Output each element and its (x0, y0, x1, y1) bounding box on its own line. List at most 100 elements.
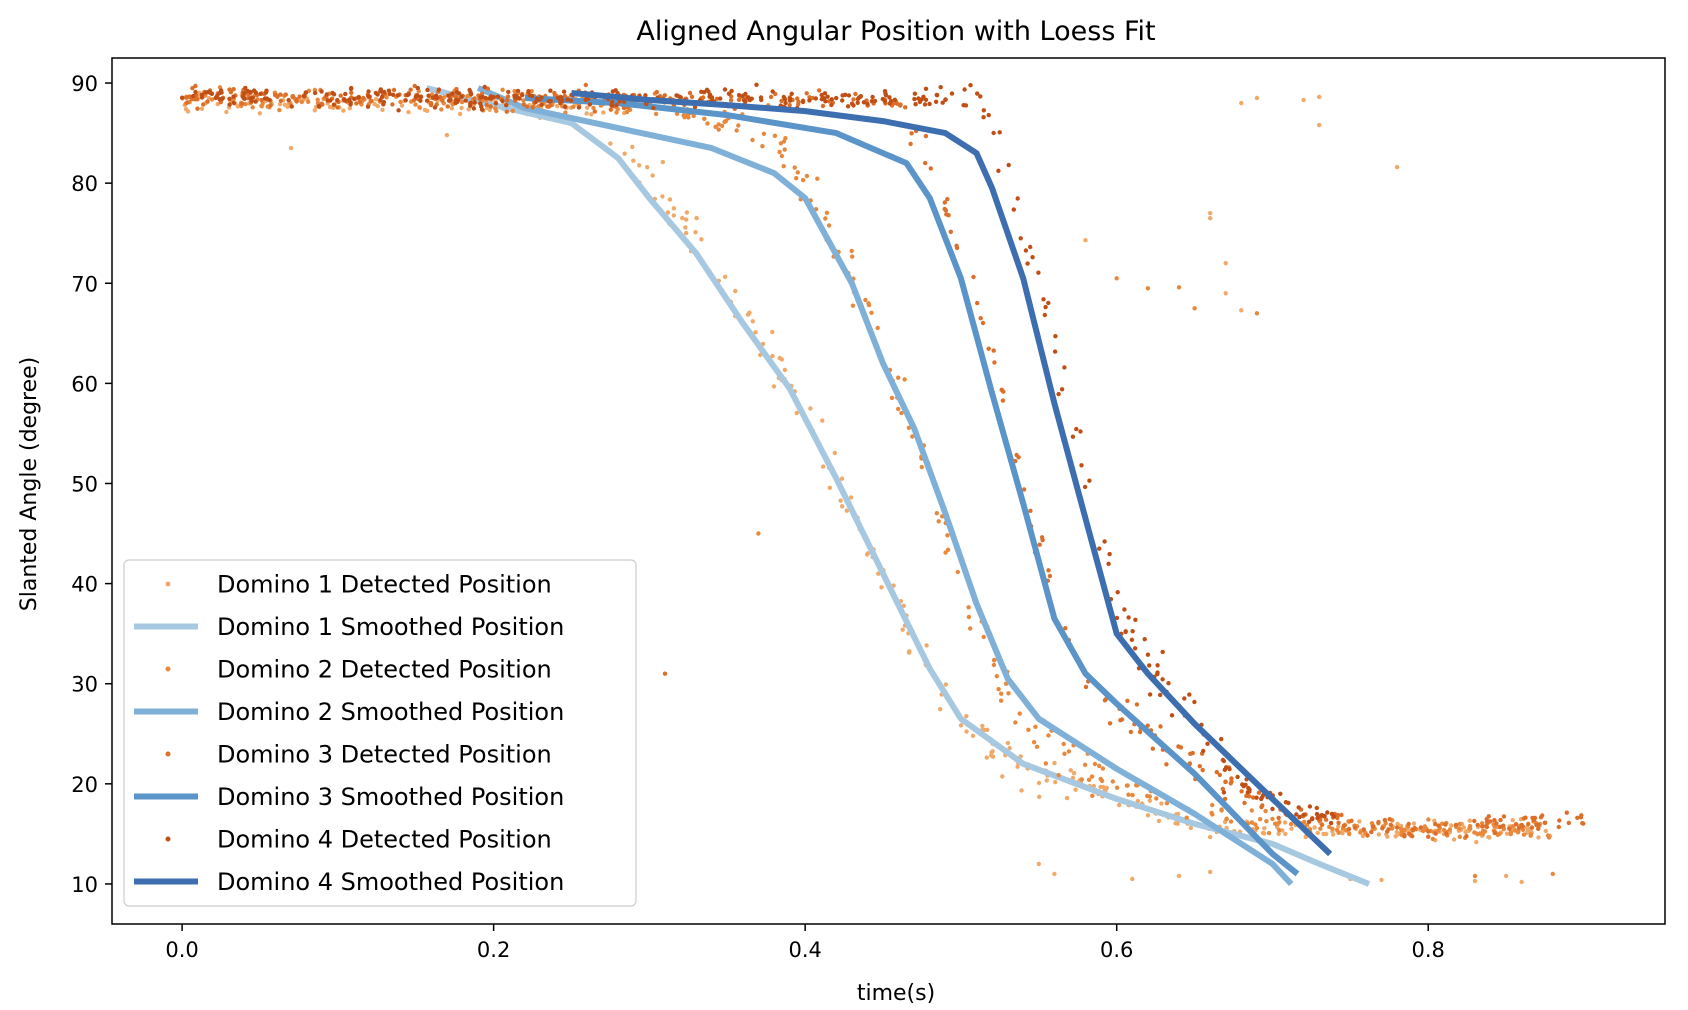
scatter-point (1270, 806, 1275, 812)
scatter-point (488, 104, 493, 109)
scatter-point (896, 406, 901, 412)
scatter-point (335, 98, 340, 103)
scatter-point (849, 248, 854, 254)
scatter-point (650, 173, 655, 178)
scatter-point (1089, 774, 1095, 779)
scatter-point (875, 325, 880, 331)
scatter-point (610, 89, 615, 94)
scatter-point (1380, 826, 1385, 831)
scatter-point (1472, 830, 1477, 835)
scatter-point (1361, 827, 1366, 832)
scatter-point (193, 83, 198, 89)
scatter-point (294, 97, 299, 102)
scatter-point (643, 93, 648, 98)
scatter-point (713, 124, 718, 129)
legend-box (123, 559, 637, 907)
scatter-point (316, 103, 322, 109)
scatter-point (327, 104, 333, 110)
scatter-point (512, 88, 517, 94)
scatter-point (584, 105, 590, 110)
scatter-point (524, 104, 530, 109)
scatter-point (660, 194, 665, 199)
scatter-point (942, 206, 947, 212)
scatter-point (843, 92, 848, 98)
scatter-point (1468, 826, 1473, 831)
scatter-point (432, 105, 438, 110)
scatter-point (980, 320, 986, 326)
y-tick-label: 10 (71, 873, 98, 897)
scatter-point (1327, 824, 1332, 830)
scatter-point (185, 109, 191, 114)
scatter-point (1394, 829, 1400, 835)
scatter-point (191, 93, 196, 99)
scatter-point (1224, 816, 1229, 822)
y-tick-label: 20 (71, 773, 98, 797)
scatter-point (996, 687, 1001, 692)
scatter-point (1324, 831, 1329, 837)
scatter-point (684, 210, 690, 215)
scatter-point (214, 93, 220, 99)
scatter-point (1504, 831, 1510, 836)
scatter-point (378, 87, 383, 92)
legend-entry: Domino 1 Smoothed Position (134, 613, 564, 641)
scatter-point (1155, 663, 1160, 668)
y-tick-label: 40 (71, 573, 98, 597)
scatter-point (417, 105, 422, 110)
scatter-point (981, 115, 986, 120)
scatter-point (928, 166, 933, 171)
scatter-point (1052, 871, 1057, 877)
scatter-point (1098, 784, 1103, 790)
scatter-point (741, 98, 747, 103)
scatter-point (1219, 736, 1224, 742)
scatter-point (1420, 828, 1426, 834)
scatter-point (943, 682, 949, 687)
scatter-point (1079, 463, 1084, 468)
scatter-point (565, 97, 570, 102)
scatter-point (945, 197, 950, 202)
scatter-point (624, 109, 630, 115)
scatter-point (380, 94, 385, 100)
legend-marker (165, 666, 171, 672)
scatter-point (325, 98, 330, 103)
scatter-point (454, 90, 460, 95)
scatter-point (781, 94, 786, 100)
scatter-point (1315, 815, 1320, 821)
scatter-point (1546, 835, 1552, 840)
scatter-point (1301, 97, 1306, 103)
scatter-point (1142, 637, 1147, 642)
scatter-point (919, 464, 924, 470)
scatter-point (1433, 831, 1438, 836)
scatter-point (844, 508, 849, 513)
scatter-point (1432, 818, 1437, 823)
scatter-point (199, 95, 205, 100)
scatter-point (756, 531, 761, 536)
scatter-point (1411, 827, 1416, 833)
scatter-point (1394, 825, 1400, 830)
scatter-point (850, 254, 855, 259)
y-tick-label: 90 (71, 72, 98, 96)
scatter-point (1124, 783, 1130, 788)
scatter-point (529, 89, 534, 94)
scatter-point (428, 102, 434, 108)
scatter-point (964, 729, 969, 734)
scatter-point (1160, 677, 1165, 682)
legend-marker (165, 581, 171, 587)
y-tick-label: 30 (71, 673, 98, 697)
scatter-point (1018, 236, 1023, 241)
scatter-point (1480, 824, 1485, 829)
scatter-point (382, 89, 387, 95)
scatter-point (1376, 832, 1382, 837)
scatter-point (1501, 814, 1507, 819)
scatter-point (829, 102, 834, 108)
scatter-point (779, 153, 785, 159)
scatter-point (1369, 829, 1374, 835)
scatter-point (782, 367, 788, 373)
scatter-point (861, 100, 867, 105)
scatter-point (1336, 820, 1341, 825)
scatter-point (570, 104, 576, 110)
scatter-point (1037, 542, 1042, 547)
scatter-point (1210, 802, 1215, 808)
scatter-point (312, 90, 318, 96)
scatter-point (823, 216, 828, 221)
scatter-point (1487, 835, 1492, 840)
